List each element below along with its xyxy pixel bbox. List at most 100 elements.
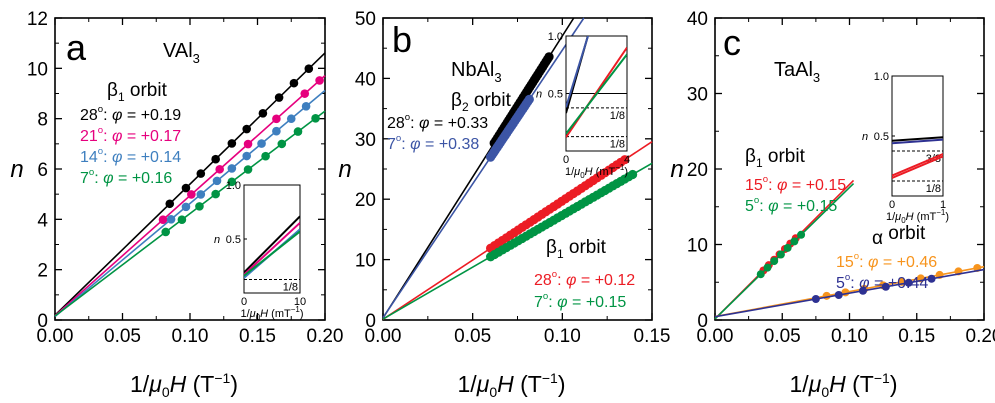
x-tick-label: 0.20 (966, 326, 995, 347)
x-label-part: 1/ (130, 371, 150, 397)
data-point (770, 257, 779, 266)
data-point (763, 263, 772, 272)
legend-entry: 14o: φ = +0.14 (80, 146, 181, 166)
x-label-close: ) (890, 371, 898, 397)
inset-lines (566, 36, 627, 138)
legend-colon: : (410, 115, 419, 132)
orbit-word: orbit (768, 146, 806, 167)
x-label-h: H (497, 371, 514, 397)
legend-entry: 15o: φ = +0.15 (745, 174, 846, 194)
x-label-sub: 0 (162, 384, 170, 400)
y-tick-label: 0 (365, 311, 376, 332)
data-point (215, 164, 224, 174)
orbit-word: orbit (474, 90, 512, 111)
legend-equals: = (421, 136, 439, 153)
legend-equals: = (429, 115, 447, 132)
legend-colon: : (103, 149, 112, 166)
legend-entry: 7o: φ = +0.15 (534, 291, 626, 311)
inset-x-label-mu: μ (249, 308, 256, 320)
data-point (242, 124, 251, 134)
x-label-h: H (170, 371, 187, 397)
inset-x-label: 1/μ0H (mT−1) (240, 305, 303, 322)
data-point (858, 286, 867, 295)
inset-fraction-label: 1/8 (926, 183, 941, 195)
inset-fit-line (566, 46, 627, 138)
inset-fraction-label: 1/8 (283, 282, 298, 294)
orbit-label: β1 orbit (745, 146, 806, 170)
x-tick-label: 0.15 (634, 326, 671, 347)
data-point (797, 230, 806, 239)
y-tick-label: 0 (37, 311, 48, 332)
legend-angle: 7 (534, 294, 543, 311)
legend-colon: : (859, 254, 868, 271)
compound-subscript: 3 (494, 70, 501, 85)
legend-colon: : (103, 128, 112, 145)
data-point (272, 114, 281, 124)
orbit-subscript: 1 (756, 156, 763, 170)
x-label-close: ) (230, 371, 238, 397)
inset-fit-line (892, 138, 943, 145)
legend-phi-value: +0.16 (132, 170, 173, 187)
y-axis-label: n (338, 156, 351, 183)
inset-x-label-close: ) (300, 308, 304, 320)
y-tick-label: 0 (697, 311, 708, 332)
legend-phi: φ (112, 107, 122, 124)
legend-phi: φ (557, 294, 567, 311)
data-point (274, 93, 284, 102)
compound-name: VAl (163, 40, 193, 62)
data-point (177, 215, 187, 224)
x-label-mu: μ (148, 371, 162, 397)
x-tick-label: 0.00 (37, 326, 74, 347)
legend-degree: o (98, 146, 103, 157)
data-point (161, 227, 170, 237)
legend-degree: o (754, 195, 759, 206)
data-point (272, 126, 281, 136)
data-point (211, 189, 220, 199)
inset-x-label-unit: (mT (914, 211, 937, 223)
y-tick-label: 2 (37, 261, 48, 282)
inset-y-tick-label: 0.5 (226, 234, 241, 246)
data-point (258, 108, 268, 118)
legend-degree: o (98, 104, 103, 115)
data-point (227, 139, 237, 148)
fit-line (714, 182, 855, 320)
orbit-symbol: α (872, 228, 883, 249)
data-point (166, 214, 176, 224)
compound-subscript: 3 (813, 70, 820, 85)
inset-x-label-part: 1/ (240, 308, 250, 320)
legend-angle: 5 (745, 198, 754, 215)
inset-x-label-h: H (585, 166, 593, 178)
compound-name: TaAl (774, 59, 813, 81)
compound-label: NbAl3 (451, 59, 502, 85)
compound-label: TaAl3 (774, 59, 820, 85)
y-tick-label: 40 (687, 9, 708, 30)
data-point (158, 215, 168, 224)
orbit-label: β1 orbit (546, 237, 607, 261)
inset-x-label-h: H (906, 211, 914, 223)
inset-x-tick-label: 0 (563, 154, 569, 166)
inset-x-tick-label: 0 (241, 296, 247, 308)
legend-degree: o (552, 269, 557, 280)
legend-colon: : (850, 275, 859, 292)
inset-x-label-close: ) (624, 166, 628, 178)
legend-degree: o (543, 291, 548, 302)
x-axis-label: 1/μ0H (T−1) (130, 370, 238, 400)
x-tick-label: 0.05 (454, 326, 491, 347)
inset-fit-line (244, 222, 300, 276)
y-tick-label: 10 (687, 236, 708, 257)
x-label-mu: μ (808, 371, 822, 397)
x-axis-label: 1/μ0H (T−1) (458, 370, 566, 400)
legend-degree: o (763, 174, 768, 185)
inset-x-tick-label: 0 (889, 199, 895, 211)
panel-c-axes: 0.000.050.100.150.200102030401/μ0H (T−1)… (670, 9, 995, 400)
data-point (257, 139, 266, 148)
legend-degree: o (854, 251, 859, 262)
orbit-subscript: 2 (462, 100, 469, 114)
data-point (242, 151, 251, 161)
data-point (261, 151, 270, 161)
legend-phi-value: +0.33 (448, 115, 489, 132)
